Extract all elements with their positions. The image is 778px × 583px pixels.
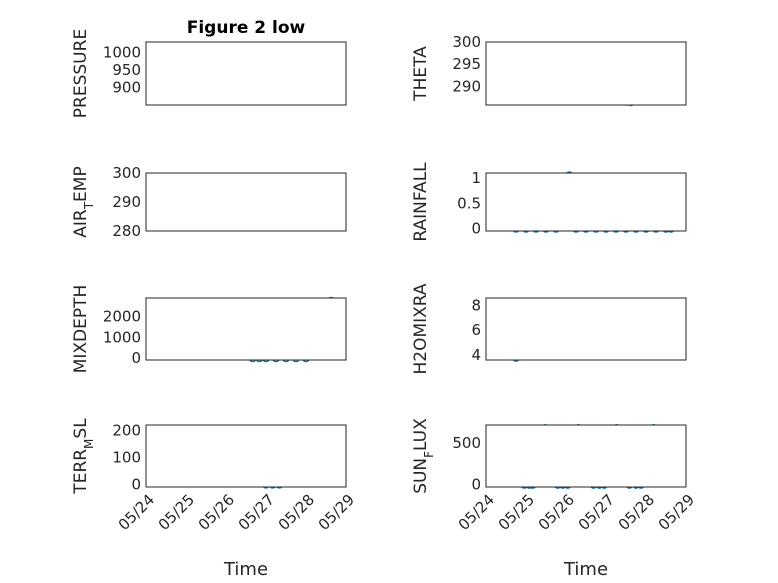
- y-tick-label: 280: [112, 222, 141, 240]
- y-tick-label: 0.5: [457, 194, 481, 212]
- subplot-mixdepth: 0 1000 2000 MIXDEPTH: [71, 285, 347, 374]
- chart-title: Figure 2 low: [187, 18, 306, 38]
- axes-box: [145, 41, 347, 106]
- y-tick-label: 300: [452, 33, 481, 51]
- y-axis-label: RAINFALL: [411, 162, 431, 242]
- axes-box: [145, 424, 347, 488]
- y-tick-label: 290: [112, 193, 141, 211]
- y-tick-label: 0: [471, 476, 481, 494]
- y-tick-label: 2000: [103, 308, 141, 326]
- subplot-theta: 290 295 300 THETA: [411, 33, 687, 107]
- axes-box: [485, 172, 687, 232]
- subplot-air: 280 290 300 AIRTEMP: [71, 164, 347, 240]
- y-tick-label: 500: [452, 434, 481, 452]
- y-tick-label: 300: [112, 164, 141, 182]
- y-tick-label: 200: [112, 421, 141, 439]
- y-axis-label: AIRTEMP: [71, 166, 96, 237]
- subplot-h2omixra: 4 6 8 H2OMIXRA: [411, 283, 687, 375]
- x-axis-label: Time: [563, 559, 608, 580]
- y-axis-label: TERRMSL: [71, 418, 96, 495]
- x-axis-label: Time: [223, 559, 268, 580]
- y-tick-label: 100: [112, 448, 141, 466]
- y-tick-label: 0: [131, 349, 141, 367]
- y-tick-label: 290: [452, 77, 481, 95]
- y-axis-label: H2OMIXRA: [411, 283, 431, 374]
- y-axis-label: SUNFLUX: [411, 418, 436, 494]
- y-tick-label: 1000: [103, 44, 141, 62]
- axes-box: [145, 297, 347, 361]
- y-tick-label: 295: [452, 55, 481, 73]
- y-axis-label: PRESSURE: [71, 29, 91, 118]
- y-axis-label: MIXDEPTH: [71, 285, 91, 374]
- axes-box: [145, 172, 347, 232]
- y-tick-label: 1: [471, 169, 481, 187]
- subplot-rainfall: 0 0.5 1 RAINFALL: [411, 162, 687, 242]
- y-tick-label: 8: [471, 296, 481, 314]
- y-tick-label: 950: [112, 61, 141, 79]
- axes-box: [485, 297, 687, 361]
- y-axis-label: THETA: [411, 46, 431, 102]
- y-tick-label: 0: [471, 219, 481, 237]
- axes-box: [485, 41, 687, 106]
- y-tick-label: 900: [112, 79, 141, 97]
- y-tick-label: 0: [131, 475, 141, 493]
- axes-box: [485, 424, 687, 488]
- y-tick-label: 4: [471, 346, 481, 364]
- y-tick-label: 6: [471, 321, 481, 339]
- y-tick-label: 1000: [103, 328, 141, 346]
